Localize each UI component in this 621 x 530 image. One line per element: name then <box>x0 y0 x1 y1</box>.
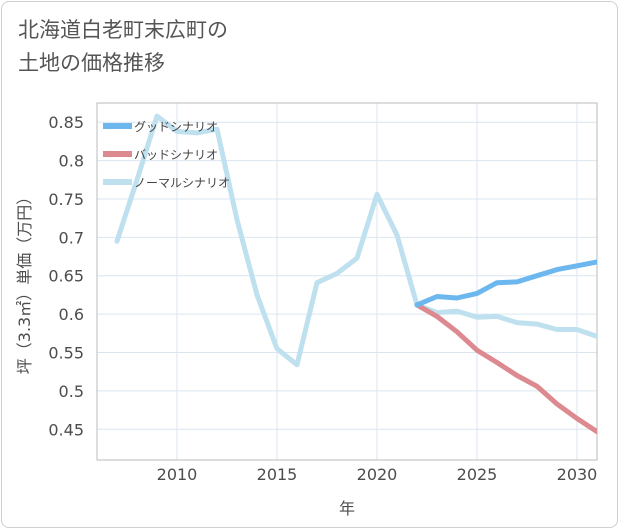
title-line-2: 土地の価格推移 <box>18 51 165 75</box>
grid-lines <box>97 103 597 460</box>
x-tick-label: 2025 <box>457 465 498 484</box>
x-tick-label: 2015 <box>257 465 298 484</box>
series-line-1 <box>414 302 597 435</box>
series-layer <box>114 113 597 435</box>
series-line-2 <box>114 113 597 368</box>
y-tick-label: 0.5 <box>59 382 84 401</box>
series-line-0 <box>414 259 597 308</box>
y-tick-label: 0.55 <box>48 344 84 363</box>
plot-frame <box>96 102 598 461</box>
chart-title: 北海道白老町末広町の 土地の価格推移 <box>18 14 228 80</box>
y-tick-label: 0.6 <box>59 305 84 324</box>
x-axis-title: 年 <box>339 499 355 518</box>
y-tick-label: 0.8 <box>59 152 84 171</box>
x-tick-label: 2030 <box>557 465 598 484</box>
y-tick-label: 0.45 <box>48 420 84 439</box>
y-tick-label: 0.65 <box>48 267 84 286</box>
y-axis-ticks: 0.45 0.5 0.55 0.6 0.65 0.7 0.75 0.8 0.85 <box>48 113 84 439</box>
x-tick-label: 2010 <box>157 465 198 484</box>
x-axis-ticks: 2010 2015 2020 2025 2030 <box>157 465 598 484</box>
y-tick-label: 0.75 <box>48 190 84 209</box>
legend-label-2: ノーマルシナリオ <box>134 176 230 190</box>
x-tick-label: 2020 <box>357 465 398 484</box>
y-tick-label: 0.85 <box>48 113 84 132</box>
y-tick-label: 0.7 <box>59 228 84 247</box>
y-axis-title: 坪（3.3㎡）単価（万円） <box>15 189 34 374</box>
legend-label-1: バッドシナリオ <box>134 148 218 162</box>
legend-label-0: グッドシナリオ <box>134 120 218 134</box>
title-line-1: 北海道白老町末広町の <box>18 18 228 42</box>
